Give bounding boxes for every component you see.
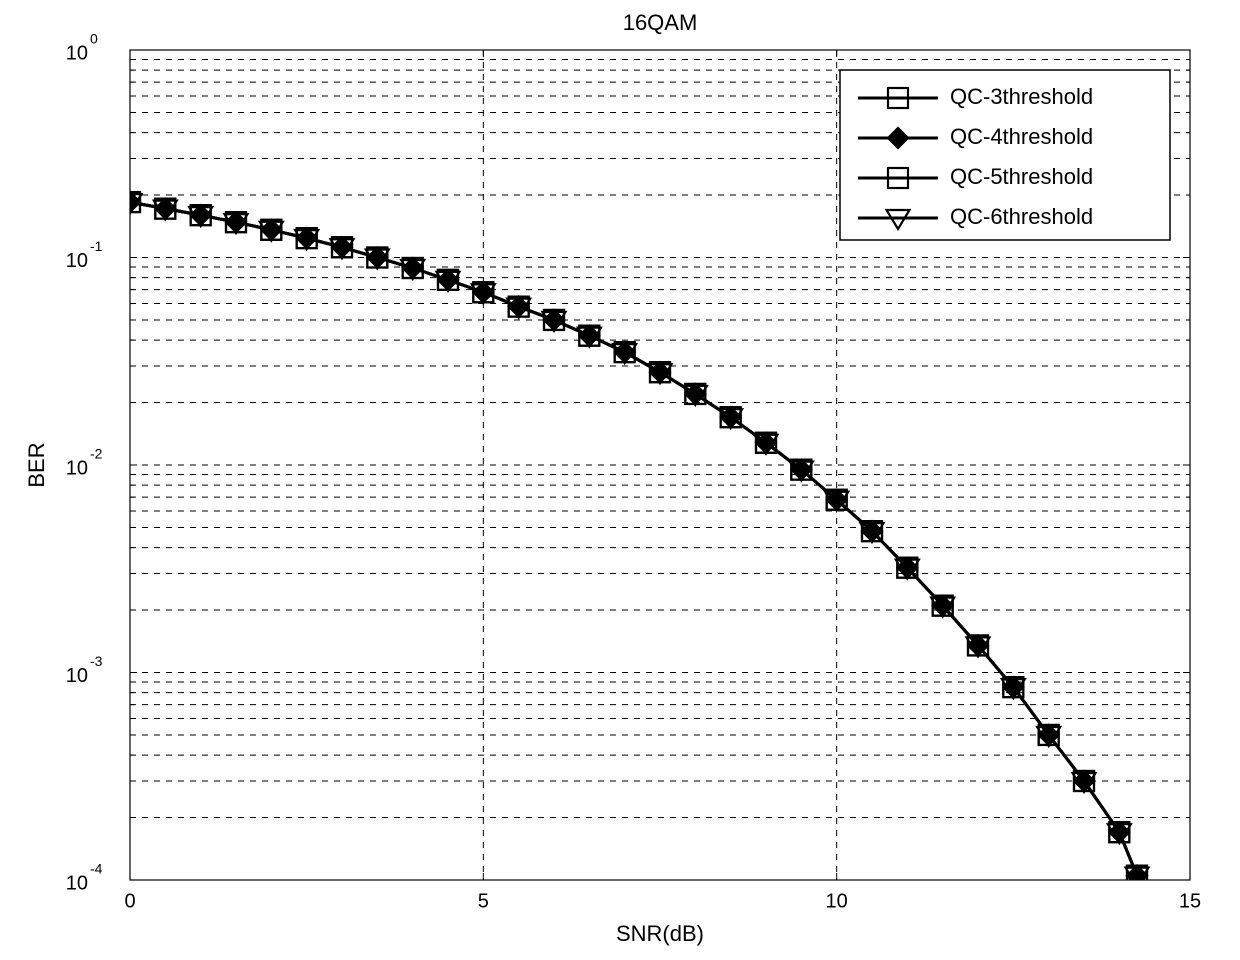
svg-text:-2: -2 <box>90 446 103 462</box>
svg-text:10: 10 <box>66 665 88 687</box>
legend: QC-3threshold QC-4threshold QC-5threshold Q… <box>840 70 1170 240</box>
legend-label: QC-6threshold <box>950 204 1093 229</box>
xtick-label: 15 <box>1179 890 1201 912</box>
svg-text:10: 10 <box>66 42 88 64</box>
legend-label: QC-3threshold <box>950 84 1093 109</box>
xtick-label: 5 <box>478 890 489 912</box>
x-axis-label: SNR(dB) <box>616 921 704 946</box>
svg-text:-3: -3 <box>90 653 103 669</box>
legend-label: QC-4threshold <box>950 124 1093 149</box>
svg-text:-4: -4 <box>90 861 103 877</box>
chart-title: 16QAM <box>623 10 698 35</box>
y-axis-label: BER <box>24 442 49 487</box>
svg-text:10: 10 <box>66 457 88 479</box>
legend-label: QC-5threshold <box>950 164 1093 189</box>
svg-text:10: 10 <box>66 250 88 272</box>
ber-chart: 05101510-410-310-210-110016QAMSNR(dB)BER… <box>0 0 1240 960</box>
svg-text:-1: -1 <box>90 238 103 254</box>
svg-text:0: 0 <box>90 31 98 47</box>
xtick-label: 0 <box>124 890 135 912</box>
svg-text:10: 10 <box>66 872 88 894</box>
xtick-label: 10 <box>826 890 848 912</box>
